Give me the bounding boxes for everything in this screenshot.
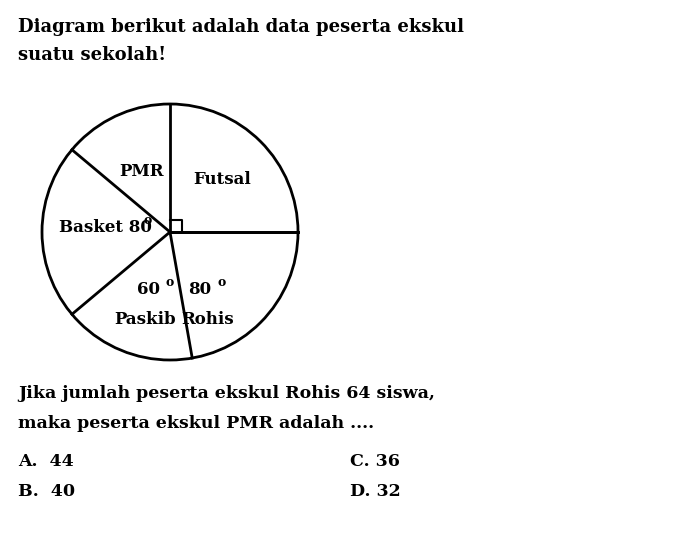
Text: Basket 80: Basket 80 — [59, 219, 152, 236]
Text: Jika jumlah peserta ekskul Rohis 64 siswa,: Jika jumlah peserta ekskul Rohis 64 sisw… — [18, 385, 435, 402]
Text: D. 32: D. 32 — [350, 483, 401, 500]
Text: o: o — [218, 277, 226, 289]
Text: o: o — [143, 214, 152, 227]
Text: Futsal: Futsal — [194, 171, 251, 188]
Text: Paskib: Paskib — [114, 311, 176, 328]
Text: Diagram berikut adalah data peserta ekskul: Diagram berikut adalah data peserta eksk… — [18, 18, 464, 36]
Text: C. 36: C. 36 — [350, 453, 400, 470]
Text: Rohis: Rohis — [182, 311, 235, 328]
Text: 80: 80 — [188, 281, 212, 298]
Text: maka peserta ekskul PMR adalah ....: maka peserta ekskul PMR adalah .... — [18, 415, 374, 432]
Text: o: o — [166, 277, 174, 289]
Text: 60: 60 — [136, 281, 159, 298]
Text: PMR: PMR — [120, 163, 164, 180]
Text: B.  40: B. 40 — [18, 483, 75, 500]
Text: suatu sekolah!: suatu sekolah! — [18, 46, 166, 64]
Text: A.  44: A. 44 — [18, 453, 74, 470]
